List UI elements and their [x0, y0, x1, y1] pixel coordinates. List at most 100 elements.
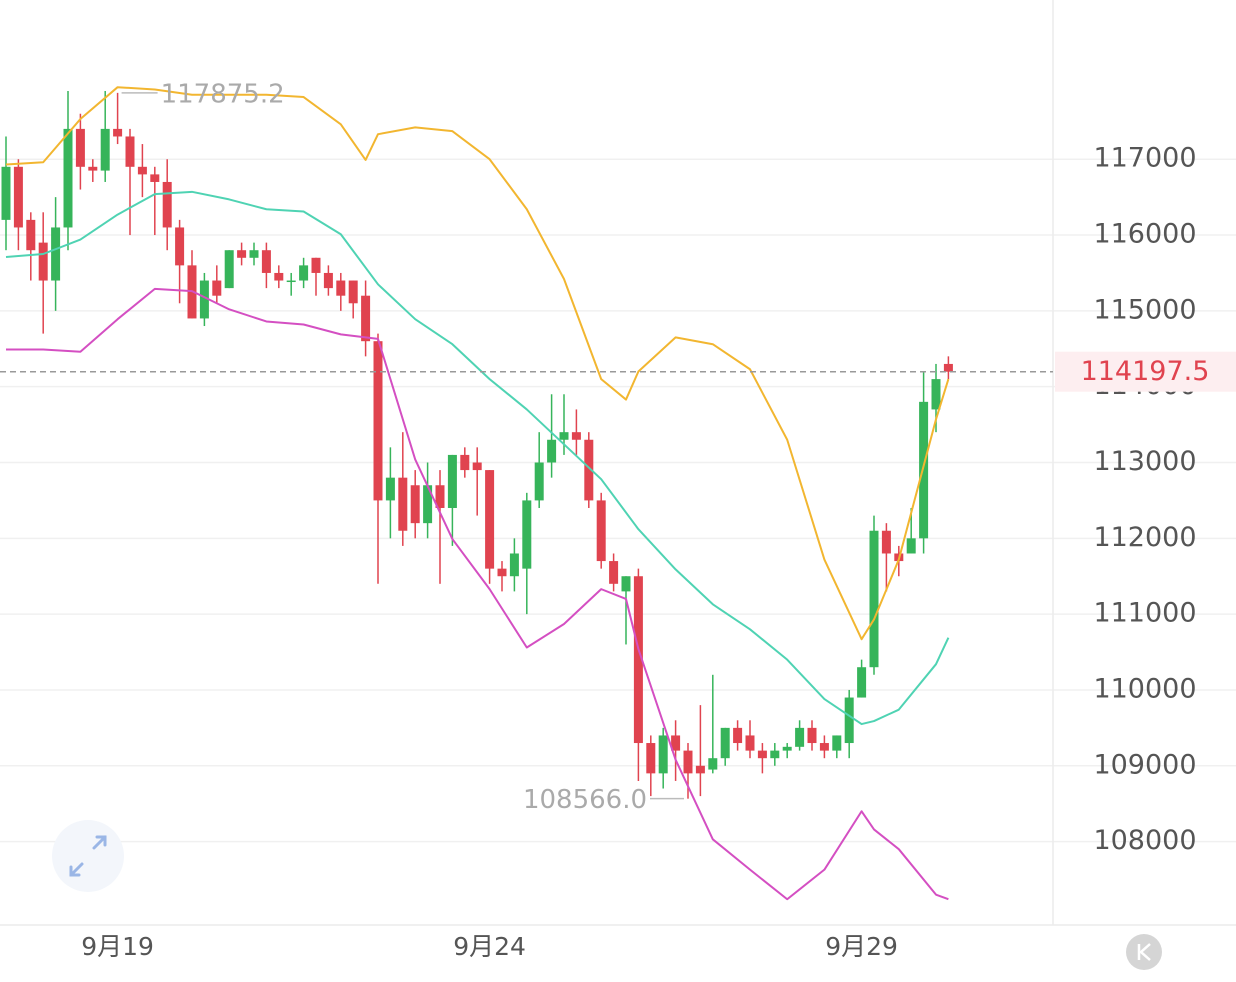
candle-body	[361, 295, 371, 342]
scroll-latest-button[interactable]	[1126, 934, 1162, 970]
high-label: 117875.2	[161, 79, 285, 109]
candle-body	[497, 568, 507, 577]
candle-body	[584, 439, 594, 501]
candle-body	[323, 272, 333, 289]
y-tick-label: 110000	[1093, 673, 1196, 704]
candle-body	[906, 538, 916, 554]
candle-body	[683, 750, 693, 774]
overlay: 117875.2 108566.0 114197.5	[0, 79, 1236, 815]
candle-body	[646, 743, 656, 774]
y-tick-label: 113000	[1093, 446, 1196, 477]
candle-body	[212, 280, 222, 296]
candle-body	[63, 128, 73, 228]
last-price-label: 114197.5	[1081, 356, 1210, 387]
candle-body	[75, 128, 85, 167]
candle-body	[435, 485, 445, 508]
candle-body	[522, 500, 532, 569]
candle-body	[658, 735, 668, 774]
candle-body	[261, 250, 271, 273]
candle-body	[807, 727, 817, 744]
candle-body	[299, 265, 309, 281]
candle-body	[757, 750, 767, 759]
y-tick-label: 115000	[1093, 294, 1196, 325]
y-tick-label: 109000	[1093, 749, 1196, 780]
candle-body	[745, 735, 755, 751]
candle-body	[782, 746, 792, 751]
band-line	[6, 287, 949, 901]
y-tick-label: 116000	[1093, 219, 1196, 250]
candle-body	[385, 477, 395, 501]
candle-body	[162, 181, 172, 228]
candle-body	[621, 576, 631, 592]
band-line	[5, 190, 950, 726]
last-price-box	[1055, 351, 1236, 392]
candle-body	[857, 667, 867, 698]
candle-body	[199, 280, 209, 319]
candle-body	[249, 250, 259, 258]
candle-body	[609, 561, 619, 584]
candle-body	[596, 500, 606, 562]
candle-body	[51, 227, 61, 281]
candle-body	[348, 280, 358, 304]
candle-body	[26, 219, 36, 251]
candle-body	[943, 363, 953, 372]
candle-body	[795, 727, 805, 747]
candle-body	[832, 735, 842, 751]
candle-body	[237, 250, 247, 258]
x-tick-label: 9月29	[825, 932, 898, 961]
candle-body	[770, 750, 780, 759]
candle-body	[559, 432, 569, 440]
x-tick-label: 9月24	[453, 932, 526, 961]
candle-body	[398, 477, 408, 531]
candle-body	[844, 697, 854, 744]
candle-body	[311, 257, 321, 273]
candle-body	[373, 341, 383, 501]
candle-body	[13, 166, 23, 228]
band-line	[5, 86, 950, 641]
candle-body	[881, 530, 891, 554]
candle-body	[571, 432, 581, 440]
candle-body	[460, 454, 470, 471]
y-tick-label: 117000	[1093, 143, 1196, 174]
y-tick-label: 111000	[1093, 598, 1196, 629]
candle-body	[447, 454, 457, 508]
y-tick-label: 112000	[1093, 522, 1196, 553]
x-tick-label: 9月19	[81, 932, 154, 961]
y-tick-label: 108000	[1093, 825, 1196, 856]
candle-body	[88, 166, 98, 171]
candle-body	[1, 166, 11, 220]
candle-body	[708, 758, 718, 770]
candle-body	[633, 576, 643, 744]
candle-body	[125, 136, 135, 167]
candle-body	[150, 174, 160, 182]
candle-body	[274, 272, 284, 281]
candle-body	[137, 166, 147, 175]
candle-body	[733, 727, 743, 744]
scroll-latest-icon	[1137, 943, 1151, 961]
candle-body	[534, 462, 544, 501]
candle-body	[720, 727, 730, 759]
candle-body	[509, 553, 519, 577]
candle-body	[931, 379, 941, 410]
candle-body	[286, 280, 296, 283]
candle-body	[113, 128, 123, 137]
candle-body	[869, 530, 879, 668]
expand-button[interactable]	[52, 820, 124, 892]
candle-body	[472, 462, 482, 471]
candle-body	[38, 242, 48, 281]
grid: 1080001090001100001110001120001130001140…	[0, 143, 1236, 961]
candle-body	[423, 485, 433, 524]
candle-body	[100, 128, 110, 171]
candle-body	[336, 280, 346, 296]
expand-icon	[69, 835, 107, 877]
candle-body	[410, 485, 420, 524]
low-label: 108566.0	[523, 785, 647, 815]
candle-body	[671, 735, 681, 751]
candle-body	[819, 743, 829, 751]
candle-body	[224, 250, 234, 289]
candle-body	[919, 401, 929, 539]
candle-body	[175, 227, 185, 266]
plot	[1, 86, 953, 901]
